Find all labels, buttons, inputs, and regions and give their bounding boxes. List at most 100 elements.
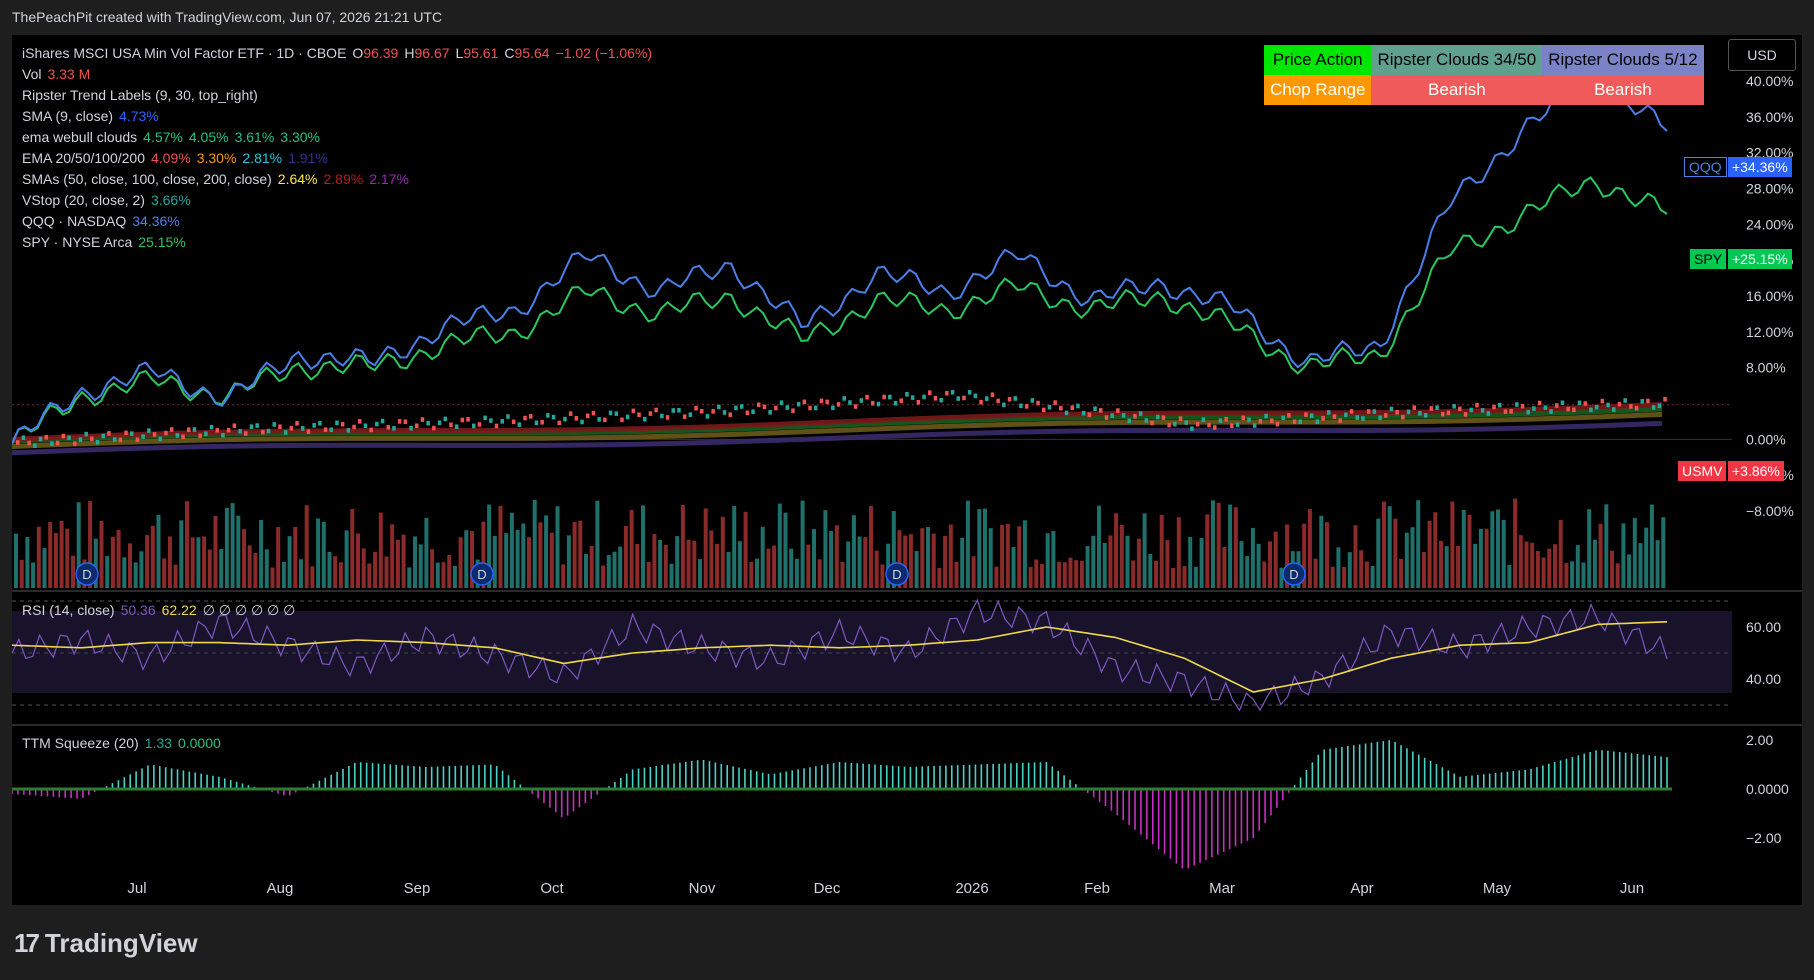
usmv-candle <box>420 417 425 422</box>
legend-title-row[interactable]: iShares MSCI USA Min Vol Factor ETF · 1D… <box>22 45 653 61</box>
usmv-candle <box>1304 412 1308 417</box>
volume-bar <box>236 515 241 588</box>
volume-bar <box>1336 547 1341 588</box>
ma-band-1 <box>12 411 1663 449</box>
usmv-candle <box>1560 400 1565 406</box>
usmv-candle <box>534 420 539 426</box>
legend-vol-row[interactable]: Vol 3.33 M <box>22 66 91 82</box>
usmv-candle <box>1572 407 1576 413</box>
legend-sma9-row[interactable]: SMA (9, close) 4.73% <box>22 108 159 124</box>
usmv-candle <box>1657 403 1662 409</box>
volume-bar <box>430 549 435 588</box>
usmv-candle <box>825 399 829 405</box>
usmv-candle <box>238 428 242 434</box>
volume-bar <box>1376 518 1381 588</box>
volume-bar <box>1547 548 1552 588</box>
usmv-candle <box>1555 403 1559 408</box>
volume-bar <box>1028 567 1033 588</box>
usmv-candle <box>1480 408 1485 413</box>
volume-bar <box>367 563 372 588</box>
volume-bar <box>800 500 805 588</box>
volume-bar <box>806 544 811 588</box>
currency-button[interactable]: USD <box>1728 39 1796 71</box>
usmv-candle <box>751 409 755 415</box>
usmv-candle <box>483 415 487 421</box>
usmv-candle <box>386 424 390 430</box>
usmv-candle <box>711 409 715 414</box>
usmv-candle <box>842 396 846 401</box>
volume-bar <box>407 567 412 588</box>
usmv-candle <box>648 411 653 416</box>
volume-bar <box>863 537 868 588</box>
volume-bar <box>424 517 429 588</box>
volume-bar <box>971 556 976 588</box>
chart-svg[interactable]: 40.00%36.00%32.00%28.00%24.00%20.00%16.0… <box>12 35 1802 905</box>
volume-bar <box>1182 565 1187 588</box>
legend-ripster-row[interactable]: Ripster Trend Labels (9, 30, top_right) <box>22 87 258 103</box>
usmv-candle <box>363 423 368 429</box>
usmv-candle <box>443 416 447 422</box>
volume-bar <box>532 499 537 588</box>
volume-bar <box>321 521 326 588</box>
usmv-candle <box>1252 423 1257 428</box>
usmv-candle <box>147 428 151 433</box>
usmv-candle <box>1121 413 1126 418</box>
volume-bar <box>994 566 999 588</box>
volume-bar <box>481 521 486 588</box>
volume-bar <box>1501 519 1506 588</box>
legend-smas-row[interactable]: SMAs (50, close, 100, close, 200, close)… <box>22 171 409 187</box>
volume-bar <box>1159 515 1164 588</box>
volume-bar <box>1496 509 1500 588</box>
usmv-candle <box>762 404 767 410</box>
volume-bar <box>1513 498 1518 588</box>
volume-bar <box>914 551 919 588</box>
volume-bar <box>213 515 218 588</box>
volume-bar <box>202 536 207 588</box>
usmv-candle <box>1104 415 1109 420</box>
legend-change: −1.02 (−1.06%) <box>555 45 653 61</box>
volume-bar <box>1188 536 1193 588</box>
usmv-candle <box>1287 413 1291 418</box>
legend-ema-row[interactable]: EMA 20/50/100/200 4.09% 3.30% 2.81% 1.91% <box>22 150 328 166</box>
legend-webull-row[interactable]: ema webull clouds 4.57% 4.05% 3.61% 3.30% <box>22 129 320 145</box>
usmv-candle <box>905 391 909 397</box>
usmv-candle <box>1076 403 1080 409</box>
volume-bar <box>646 562 651 588</box>
usmv-candle <box>1264 413 1268 419</box>
chart-canvas[interactable]: 40.00%36.00%32.00%28.00%24.00%20.00%16.0… <box>12 35 1802 905</box>
legend-vstop-row[interactable]: VStop (20, close, 2) 3.66% <box>22 192 191 208</box>
usmv-candle <box>671 408 675 413</box>
volume-bar <box>669 563 674 588</box>
usmv-candle <box>1543 405 1548 410</box>
main-y-tick-6: 16.00% <box>1746 288 1793 304</box>
volume-bar <box>1165 540 1170 588</box>
volume-bar <box>641 505 645 588</box>
volume-bar <box>1245 556 1250 588</box>
volume-bar <box>1410 527 1415 588</box>
volume-bar <box>937 567 942 588</box>
usmv-candle <box>1133 413 1137 419</box>
main-y-tick-2: 32.00% <box>1746 145 1793 161</box>
volume-bar <box>1592 539 1597 588</box>
volume-bar <box>173 564 178 588</box>
usmv-candle <box>346 428 351 433</box>
legend-spy-row[interactable]: SPY · NYSE Arca 25.15% <box>22 234 186 250</box>
usmv-candle <box>226 427 231 433</box>
dividend-marker-label-0: D <box>82 567 91 582</box>
volume-bar <box>1102 542 1107 588</box>
usmv-candle <box>118 437 123 443</box>
rsi-legend[interactable]: RSI (14, close) 50.36 62.22 ∅ ∅ ∅ ∅ ∅ ∅ <box>22 602 296 618</box>
table-clouds-5-12: Ripster Clouds 5/12 <box>1542 45 1704 75</box>
volume-bar <box>908 534 913 588</box>
legend-qqq-row[interactable]: QQQ · NASDAQ 34.36% <box>22 213 180 229</box>
ttm-legend[interactable]: TTM Squeeze (20) 1.33 0.0000 <box>22 735 221 751</box>
usmv-candle <box>745 410 750 416</box>
volume-bar <box>1199 537 1204 588</box>
volume-bar <box>1524 541 1529 588</box>
usmv-candle <box>899 398 903 403</box>
rsi-ma-line <box>12 621 1668 693</box>
usmv-candle <box>221 432 225 438</box>
usmv-candle <box>1093 406 1097 412</box>
volume-bar <box>122 557 127 588</box>
usmv-candle <box>757 402 761 408</box>
